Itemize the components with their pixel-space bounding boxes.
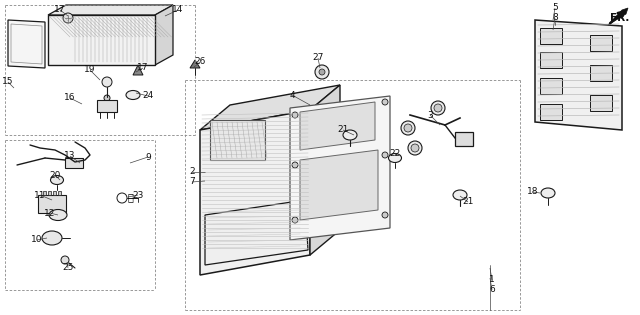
Text: 16: 16 [64, 94, 76, 102]
Text: 23: 23 [132, 191, 144, 199]
Polygon shape [190, 60, 200, 68]
Polygon shape [300, 150, 378, 220]
Text: 17: 17 [54, 5, 66, 14]
Bar [590, 35, 612, 51]
Text: 14: 14 [172, 5, 184, 14]
Bar [48, 191, 51, 195]
Circle shape [408, 141, 422, 155]
Text: 🔑: 🔑 [127, 192, 133, 202]
Circle shape [102, 77, 112, 87]
Polygon shape [608, 8, 628, 25]
Text: 4: 4 [289, 90, 295, 100]
Circle shape [431, 101, 445, 115]
Text: 26: 26 [195, 58, 205, 66]
Text: 8: 8 [552, 14, 558, 22]
Circle shape [434, 104, 442, 112]
Text: 2: 2 [189, 168, 195, 176]
Ellipse shape [126, 90, 140, 100]
Bar [540, 28, 562, 44]
Circle shape [382, 212, 388, 218]
Ellipse shape [541, 188, 555, 198]
Text: 10: 10 [31, 236, 43, 244]
Circle shape [63, 13, 73, 23]
Bar [540, 78, 562, 94]
Text: 11: 11 [35, 191, 45, 199]
Polygon shape [300, 102, 375, 150]
Bar [590, 65, 612, 81]
Bar [43, 191, 46, 195]
Circle shape [292, 112, 298, 118]
Text: FR.: FR. [610, 13, 629, 23]
Text: 22: 22 [389, 148, 401, 158]
Text: 21: 21 [462, 198, 474, 207]
Polygon shape [133, 65, 143, 75]
Circle shape [411, 144, 419, 152]
Text: 13: 13 [64, 152, 76, 161]
Circle shape [292, 162, 298, 168]
Polygon shape [535, 20, 622, 130]
Text: 17: 17 [137, 64, 148, 72]
Circle shape [404, 124, 412, 132]
Text: 12: 12 [44, 209, 56, 217]
Circle shape [401, 121, 415, 135]
Polygon shape [48, 5, 173, 15]
Text: 25: 25 [62, 264, 74, 272]
Circle shape [104, 95, 110, 101]
Circle shape [319, 69, 325, 75]
Text: 3: 3 [427, 111, 433, 119]
Bar [53, 191, 56, 195]
Polygon shape [290, 96, 390, 240]
Text: 20: 20 [49, 170, 61, 180]
Text: 18: 18 [527, 187, 539, 197]
Text: 19: 19 [84, 66, 96, 75]
Ellipse shape [343, 130, 357, 140]
Bar [540, 104, 562, 120]
Bar [97, 100, 117, 112]
Bar [38, 195, 66, 213]
Polygon shape [200, 85, 340, 130]
Circle shape [61, 256, 69, 264]
Polygon shape [310, 85, 340, 255]
Circle shape [315, 65, 329, 79]
Polygon shape [155, 5, 173, 65]
Ellipse shape [51, 175, 63, 185]
Polygon shape [205, 200, 308, 265]
Polygon shape [48, 15, 155, 65]
Bar [540, 52, 562, 68]
Text: 24: 24 [142, 91, 154, 100]
Circle shape [292, 217, 298, 223]
Bar [65, 158, 83, 168]
Text: 6: 6 [489, 285, 495, 295]
Text: 5: 5 [552, 3, 558, 13]
Circle shape [382, 99, 388, 105]
Ellipse shape [453, 190, 467, 200]
Text: 27: 27 [312, 54, 324, 62]
Ellipse shape [388, 153, 401, 163]
Polygon shape [200, 110, 310, 275]
Bar [210, 120, 265, 160]
Text: 21: 21 [337, 125, 349, 135]
Circle shape [382, 152, 388, 158]
Bar [455, 132, 473, 146]
Text: 15: 15 [3, 77, 13, 87]
Text: 7: 7 [189, 177, 195, 186]
Text: 9: 9 [145, 152, 151, 162]
Bar [58, 191, 61, 195]
Bar [590, 95, 612, 111]
Ellipse shape [49, 209, 67, 220]
Polygon shape [8, 20, 45, 68]
Ellipse shape [42, 231, 62, 245]
Text: 1: 1 [489, 276, 495, 284]
